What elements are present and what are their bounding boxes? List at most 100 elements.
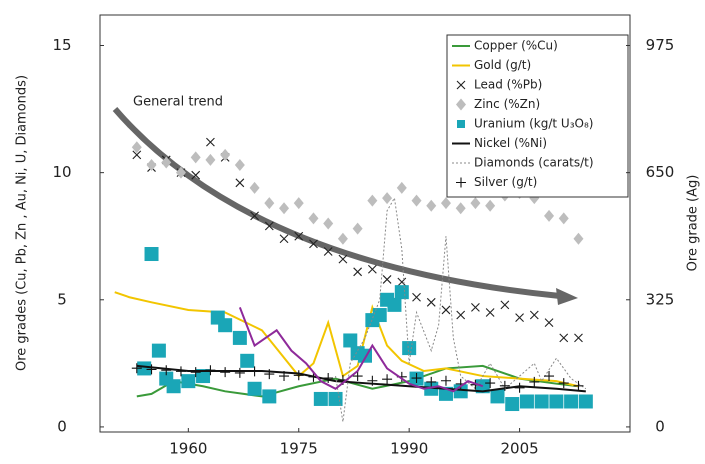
data-point [175, 366, 186, 377]
data-point [264, 369, 275, 380]
data-point [323, 373, 334, 384]
data-point [514, 382, 525, 393]
data-point [544, 318, 554, 328]
data-point [343, 333, 358, 348]
data-point [234, 159, 245, 172]
data-point [250, 211, 259, 221]
data-point [402, 341, 417, 356]
data-point [353, 267, 363, 277]
legend-label: Silver (g/t) [474, 175, 537, 189]
y-tick-label: 10 [52, 163, 71, 181]
data-point [544, 209, 555, 222]
data-point [293, 197, 304, 210]
data-point [190, 367, 201, 378]
legend [446, 34, 629, 198]
data-point [294, 231, 304, 241]
series-line [238, 307, 484, 393]
legend-label: Nickel (%Ni) [474, 136, 547, 150]
data-point [426, 199, 437, 212]
trend-arrowhead [556, 288, 578, 305]
data-point [578, 394, 593, 409]
data-point [573, 380, 584, 391]
data-point [264, 221, 274, 231]
data-point [440, 375, 451, 386]
data-point [455, 202, 466, 215]
data-point [146, 364, 157, 375]
data-point [574, 333, 583, 343]
data-point [558, 378, 569, 389]
data-point [534, 394, 549, 409]
x-tick-label: 2005 [500, 440, 538, 458]
data-point [220, 367, 231, 378]
series-line [114, 291, 579, 388]
data-point [240, 353, 255, 368]
data-point [337, 232, 348, 245]
data-point [426, 376, 437, 387]
data-point [424, 381, 439, 396]
data-point [382, 374, 393, 385]
annotation: General trend [133, 95, 223, 110]
data-point [338, 254, 348, 264]
data-point [235, 178, 245, 188]
data-point [161, 156, 172, 169]
data-point [559, 333, 569, 343]
data-point [367, 264, 377, 274]
data-point [412, 292, 421, 302]
data-point [308, 212, 319, 225]
data-point [323, 217, 334, 230]
data-point [456, 310, 466, 320]
data-point [328, 391, 343, 406]
legend-swatch [456, 80, 466, 90]
x-tick-label: 1975 [280, 440, 318, 458]
data-point [232, 330, 247, 345]
data-point [490, 389, 505, 404]
legend-label: Zinc (%Zn) [474, 97, 540, 111]
data-point [247, 381, 262, 396]
data-point [131, 363, 142, 374]
data-point [131, 141, 142, 154]
data-point [132, 150, 142, 160]
data-point [234, 367, 245, 378]
data-point [499, 380, 510, 391]
data-point [191, 170, 201, 180]
y2-tick-label: 650 [646, 163, 675, 181]
legend-swatch [456, 98, 466, 111]
data-point [485, 199, 496, 212]
data-point [573, 232, 584, 245]
data-point [372, 308, 387, 323]
data-point [411, 373, 422, 384]
legend-label: Uranium (kg/t U₃O₈) [474, 117, 593, 131]
data-point [190, 151, 201, 164]
data-point [352, 222, 363, 235]
data-point [352, 371, 363, 382]
data-point [367, 194, 378, 207]
data-point [181, 374, 196, 389]
data-point [505, 397, 520, 412]
data-point [313, 391, 328, 406]
data-point [367, 375, 378, 386]
y2-axis-label: Ore grade (Ag) [686, 175, 701, 272]
y-tick-label: 15 [52, 36, 71, 54]
data-point [519, 394, 534, 409]
data-point [175, 166, 186, 179]
data-point [396, 181, 407, 194]
x-tick-label: 1960 [169, 440, 207, 458]
legend-label: Gold (g/t) [474, 58, 531, 72]
data-point [249, 181, 260, 194]
data-point [279, 234, 289, 244]
data-point [471, 303, 480, 312]
data-point [264, 197, 275, 210]
data-point [137, 361, 152, 376]
data-point [220, 148, 231, 161]
data-point [249, 366, 260, 377]
data-point [394, 285, 409, 300]
legend-entries: Copper (%Cu) Gold (g/t) Lead (%Pb) Zinc (%Z… [452, 39, 594, 189]
data-point [279, 202, 290, 215]
data-point [293, 370, 304, 381]
y-axis-label: Ore grades (Cu, Pb, Zn , Au, Ni, U, Diam… [15, 75, 30, 371]
data-point [440, 197, 451, 210]
data-point [544, 371, 555, 382]
data-point [146, 159, 157, 172]
legend-swatch [456, 177, 466, 188]
